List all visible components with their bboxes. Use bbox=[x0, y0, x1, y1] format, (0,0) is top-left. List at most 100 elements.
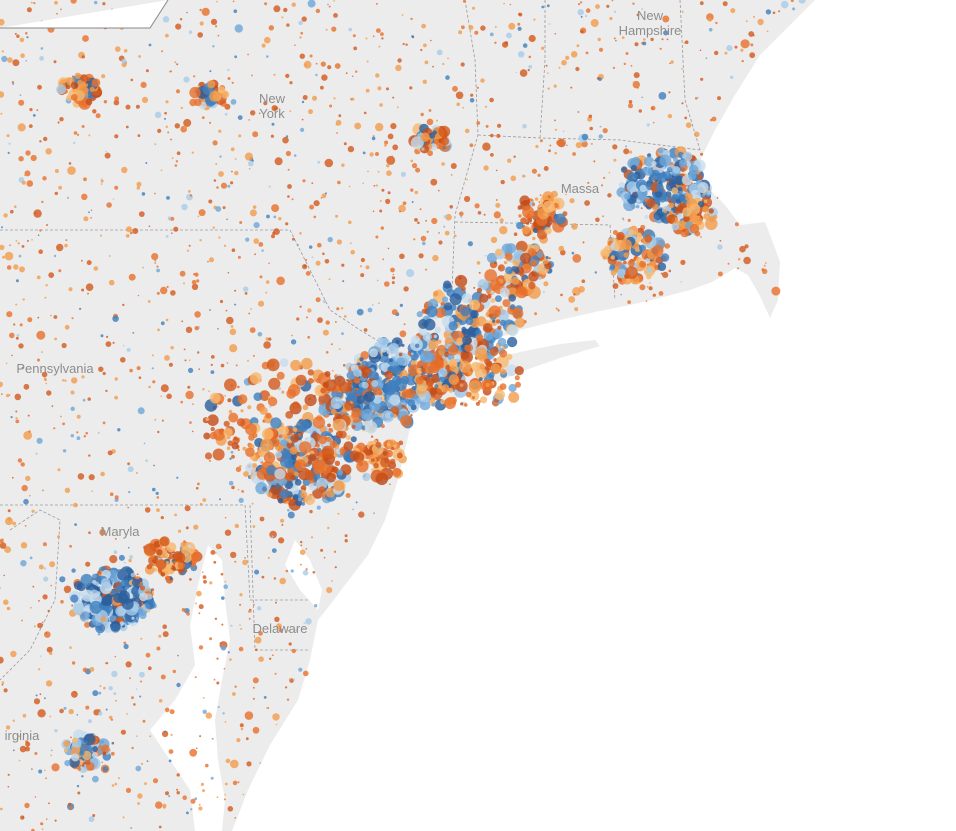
dot bbox=[700, 77, 704, 81]
dot bbox=[186, 612, 190, 616]
dot bbox=[411, 35, 414, 38]
dot bbox=[0, 587, 1, 590]
dot bbox=[367, 307, 373, 313]
dot bbox=[217, 706, 220, 708]
dot bbox=[37, 709, 46, 718]
dot bbox=[15, 417, 18, 420]
dot bbox=[120, 357, 126, 363]
dot bbox=[168, 759, 172, 763]
dot bbox=[285, 569, 289, 573]
dot bbox=[295, 461, 302, 469]
dot bbox=[390, 123, 397, 130]
dot bbox=[495, 202, 501, 208]
dot bbox=[425, 335, 431, 340]
dot bbox=[51, 405, 54, 408]
dot bbox=[60, 8, 62, 11]
dot bbox=[609, 16, 613, 21]
dot bbox=[410, 159, 414, 163]
dot bbox=[646, 123, 650, 127]
dot bbox=[346, 435, 352, 441]
dot bbox=[17, 735, 20, 738]
dot bbox=[286, 23, 290, 27]
dot bbox=[234, 24, 243, 33]
dot bbox=[12, 83, 15, 85]
dot bbox=[240, 727, 244, 731]
dot bbox=[153, 464, 156, 467]
dot bbox=[724, 51, 728, 55]
dot bbox=[505, 364, 518, 377]
dot bbox=[560, 293, 563, 297]
dot bbox=[251, 502, 254, 505]
dot bbox=[252, 463, 257, 468]
dot bbox=[271, 105, 278, 112]
dot bbox=[3, 574, 5, 577]
dot bbox=[68, 162, 72, 165]
dot bbox=[74, 72, 82, 80]
dot bbox=[598, 134, 603, 139]
dot bbox=[221, 596, 225, 600]
dot bbox=[515, 286, 528, 299]
dot bbox=[83, 435, 86, 438]
dot bbox=[7, 151, 10, 154]
border bbox=[0, 509, 61, 681]
dot bbox=[761, 268, 765, 272]
dot bbox=[191, 279, 197, 285]
dot bbox=[778, 10, 781, 13]
dot bbox=[193, 75, 196, 78]
dot bbox=[227, 77, 231, 80]
dot bbox=[410, 414, 413, 417]
dot bbox=[261, 43, 266, 48]
dot bbox=[638, 109, 642, 113]
dot bbox=[123, 641, 127, 645]
dot bbox=[63, 748, 68, 753]
dot bbox=[315, 443, 320, 448]
dot bbox=[585, 8, 591, 13]
dot bbox=[131, 616, 135, 620]
dot bbox=[422, 241, 426, 246]
dot bbox=[25, 32, 28, 35]
dot bbox=[609, 264, 616, 270]
dot bbox=[24, 525, 27, 527]
dot bbox=[268, 337, 272, 341]
dot bbox=[422, 361, 436, 375]
dot bbox=[151, 253, 159, 261]
dot bbox=[679, 159, 688, 168]
dot bbox=[19, 745, 27, 753]
dot bbox=[298, 20, 303, 26]
dot bbox=[180, 541, 186, 548]
dot bbox=[445, 75, 450, 80]
dot bbox=[205, 417, 210, 422]
dot bbox=[228, 480, 234, 486]
dot bbox=[188, 244, 191, 247]
dot bbox=[365, 37, 368, 40]
dot bbox=[236, 418, 246, 427]
dot bbox=[658, 291, 664, 296]
dot bbox=[243, 286, 249, 292]
dot bbox=[301, 489, 305, 493]
dot bbox=[73, 141, 76, 145]
dot bbox=[682, 207, 692, 217]
dot bbox=[521, 225, 531, 235]
dot bbox=[474, 30, 479, 35]
dot bbox=[325, 192, 327, 195]
dot bbox=[753, 15, 755, 18]
dot bbox=[191, 283, 199, 290]
dot bbox=[136, 573, 139, 576]
dot bbox=[371, 379, 379, 388]
dot bbox=[68, 708, 74, 715]
dot bbox=[242, 446, 247, 451]
dot bbox=[98, 711, 103, 716]
dot bbox=[612, 66, 616, 69]
dot bbox=[241, 490, 245, 493]
dot bbox=[588, 114, 593, 119]
dot bbox=[618, 182, 625, 189]
dot bbox=[384, 140, 389, 145]
dot bbox=[168, 362, 173, 367]
dot bbox=[639, 244, 646, 252]
dot bbox=[435, 307, 446, 318]
dot bbox=[91, 573, 97, 579]
dot bbox=[57, 121, 60, 124]
dot bbox=[606, 4, 610, 8]
dot bbox=[30, 606, 32, 609]
